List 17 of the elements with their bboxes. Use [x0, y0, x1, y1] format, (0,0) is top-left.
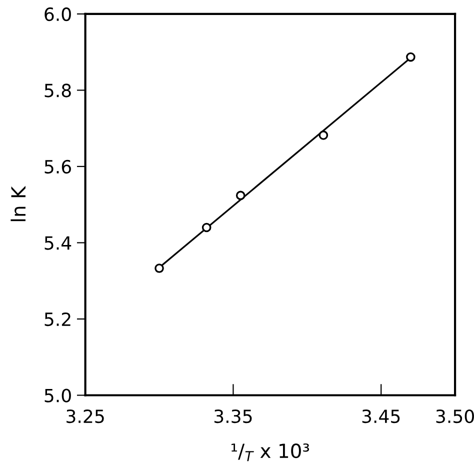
y-axis-title: ln K	[10, 186, 26, 222]
x-tick-label: 3.25	[66, 409, 104, 424]
y-tick-label: 5.4	[44, 236, 72, 250]
point	[406, 52, 416, 62]
point	[318, 130, 328, 140]
y-tick-label: 5.8	[44, 84, 71, 98]
point	[236, 190, 246, 200]
point	[202, 222, 212, 232]
x-tick-label: 3.50	[436, 409, 474, 424]
y-tick-label: 5.6	[44, 160, 71, 174]
x-tick-label: 3.45	[362, 409, 400, 424]
point	[154, 264, 164, 273]
y-tick-label: 6.0	[44, 7, 71, 22]
y-tick-label: 5.2	[44, 312, 70, 326]
y-tick-label: 5.0	[44, 388, 71, 402]
x-axis-title: ¹/$_{T}$ x 10³	[232, 443, 310, 462]
x-tick-label: 3.35	[214, 409, 252, 424]
